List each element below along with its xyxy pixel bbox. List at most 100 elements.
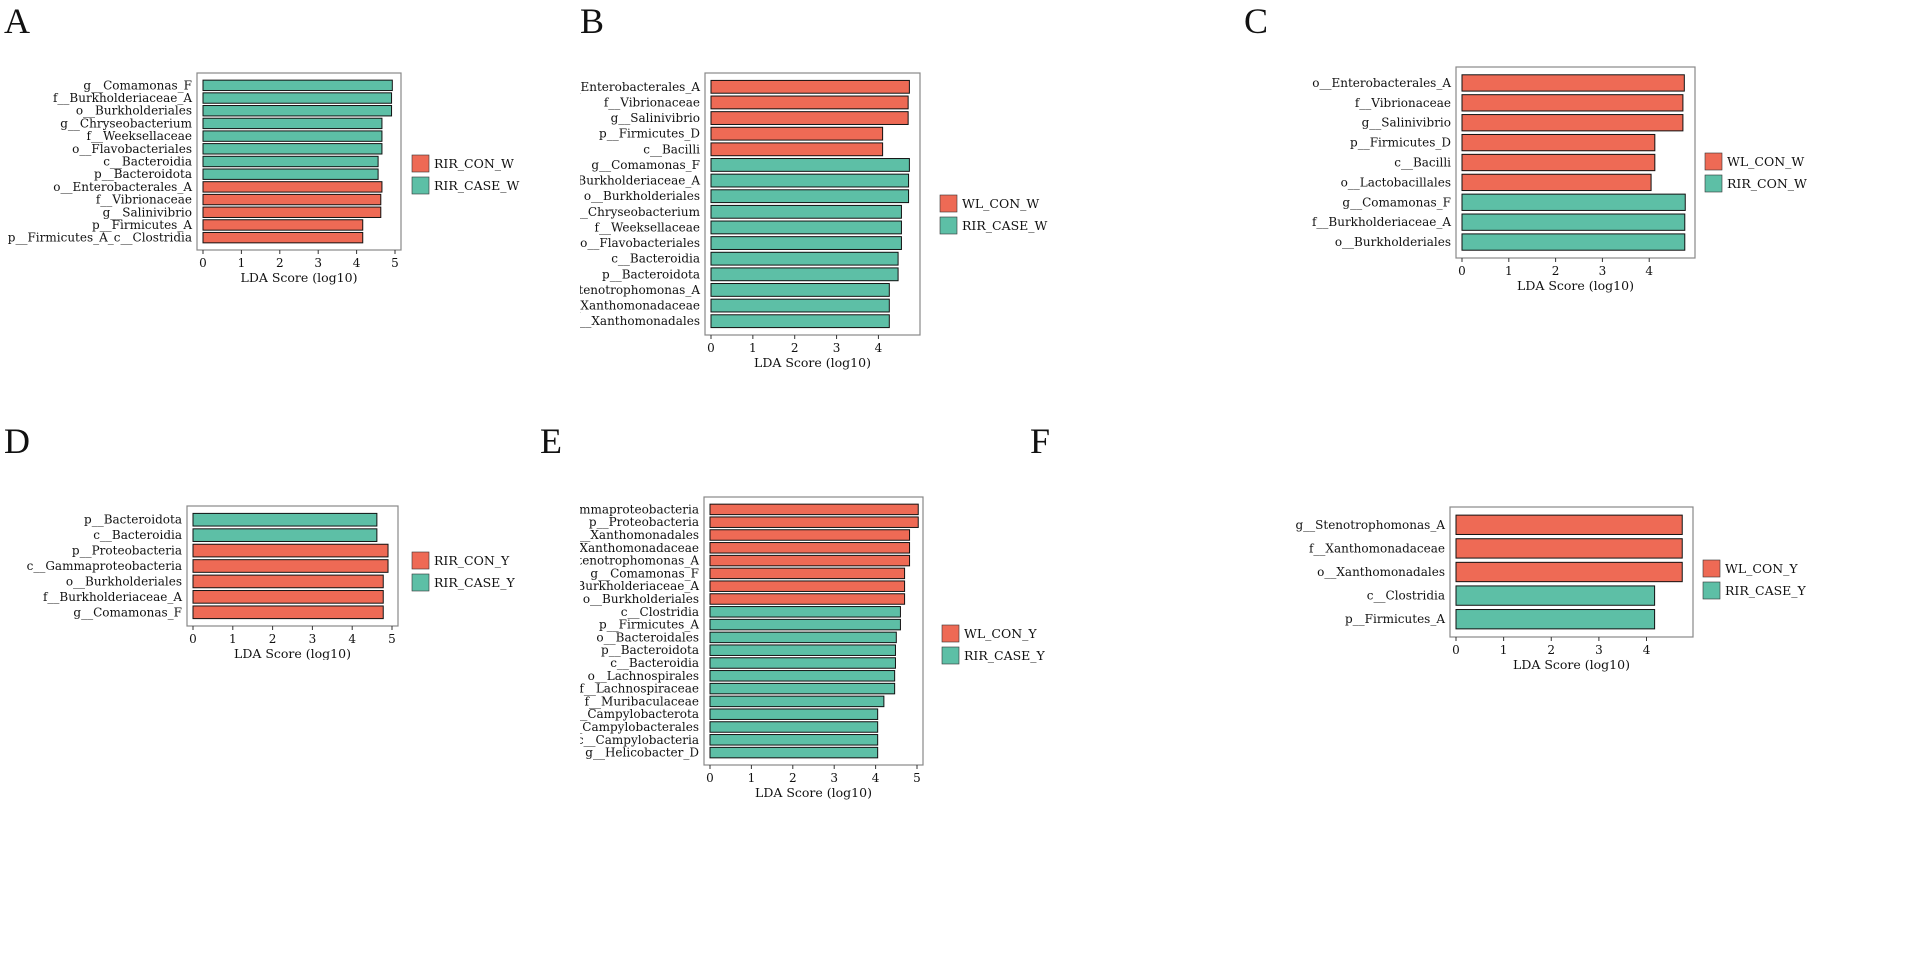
bar [202, 231, 364, 244]
bar [710, 79, 910, 94]
x-tick-label: 1 [238, 256, 246, 270]
bar-label: c__Clostridia [621, 605, 699, 619]
x-tick-label: 5 [391, 256, 399, 270]
bar-label: p__Bacteroidota [601, 643, 699, 657]
panel-e: E c__Gammaproteobacteriap__Proteobacteri… [540, 410, 1180, 810]
bar-label: f__Xanthomonadaceae [580, 299, 700, 313]
chart-f: g__Stenotrophomonas_A f__Xanthomonadaceae… [1295, 506, 1807, 672]
legend-swatch [1704, 152, 1723, 171]
bar-label: c__Gammaproteobacteria [580, 502, 699, 516]
bar-label: o__Flavobacteriales [72, 142, 192, 156]
bar-label: g__Comamonas_F [73, 605, 182, 619]
bar [1455, 514, 1683, 535]
bar [1461, 153, 1656, 172]
chart-e: c__Gammaproteobacteriap__Proteobacteriao… [544, 496, 1046, 800]
x-tick-label: 3 [1599, 264, 1607, 278]
bar-label: g__Comamonas_F [83, 78, 192, 92]
x-tick-label: 0 [199, 256, 207, 270]
bar [709, 567, 906, 580]
bar-label: o__Bacteroidales [596, 630, 699, 644]
panel-b: B o__Enterobacterales_Af__Vibrionaceae g_… [550, 0, 1260, 390]
x-tick-label: 4 [1643, 643, 1651, 657]
panel-d: D p__Bacteroidota c__Bacteroidia p__Proteo… [0, 410, 540, 661]
x-tick-label: 3 [1595, 643, 1603, 657]
bar-label: f__Burkholderiaceae_A [43, 590, 182, 604]
bar [1455, 585, 1656, 606]
bar [710, 251, 899, 266]
bar [710, 95, 909, 110]
bar-label: f__Burkholderiaceae_A [580, 579, 699, 593]
panel-letter: B [580, 1, 605, 41]
panel-letter: D [4, 421, 30, 461]
bar [709, 657, 896, 669]
bar-label: p__Bacteroidota [602, 267, 700, 281]
bar [1455, 561, 1683, 583]
x-axis-label: LDA Score (log10) [1517, 278, 1634, 293]
legend-swatch [1704, 174, 1723, 193]
x-tick-label: 1 [1500, 643, 1508, 657]
bar [709, 746, 879, 759]
legend-swatch [1702, 559, 1721, 578]
chart-b: o__Enterobacterales_Af__Vibrionaceae g__S… [550, 72, 1048, 370]
bar [710, 298, 890, 313]
bar [709, 606, 901, 618]
bar [709, 734, 879, 746]
bar-label: p__Firmicutes_D [599, 127, 700, 141]
bar-label: o__Enterobacterales_A [1312, 76, 1451, 90]
legend-swatch [411, 154, 430, 173]
bar-label: o__Flavobacteriales [580, 236, 700, 250]
bar-label: f__Xanthomonadaceae [580, 541, 699, 555]
bar-label: f__Burkholderiaceae_A [53, 91, 192, 105]
bar [192, 574, 384, 589]
panel-a: A g__Comamonas_F f__Burkholderiaceae_A o__… [0, 0, 520, 300]
bar-label: f__Vibrionaceae [604, 95, 700, 109]
legend-swatch [941, 624, 960, 643]
bar-label: g__Chryseobacterium [580, 205, 701, 219]
bar [1461, 74, 1685, 92]
bar-label: p__Bacteroidota [94, 167, 192, 181]
x-axis-label: LDA Score (log10) [754, 355, 871, 370]
bar [192, 512, 378, 527]
bar [710, 126, 884, 141]
bar-label: f__Burkholderiaceae_A [580, 174, 700, 188]
legend-label: RIR_CASE_Y [434, 575, 516, 590]
panel-c: C o__Enterobacterales_A f__Vibrionaceae g_… [1240, 0, 1905, 300]
legend-label: WL_CON_Y [1725, 561, 1798, 576]
x-tick-label: 4 [1645, 264, 1653, 278]
plot-frame [703, 496, 924, 766]
bar [1461, 133, 1656, 152]
x-tick-label: 0 [1452, 643, 1460, 657]
bar-label: o__Enterobacterales_A [53, 180, 192, 194]
x-tick-label: 3 [309, 632, 317, 646]
bar [1461, 173, 1652, 192]
bar [709, 554, 911, 567]
bar [709, 631, 897, 644]
bar-label: g__Comamonas_F [591, 158, 700, 172]
bar-label: c__Bacilli [643, 142, 700, 156]
bar-label: o__Burkholderiales [76, 104, 192, 118]
bar [709, 516, 919, 528]
bar-label: c__Bacilli [1394, 156, 1451, 170]
bar-label: o__Campylobacterales [580, 720, 699, 734]
bar [202, 206, 382, 218]
bar-label: f__Xanthomonadaceae [1309, 541, 1445, 555]
bar [709, 580, 906, 592]
bar [192, 543, 389, 558]
bar-label: g__Helicobacter_D [585, 746, 699, 760]
x-tick-label: 0 [189, 632, 197, 646]
legend-label: RIR_CON_W [1727, 176, 1807, 191]
plot-frame [1449, 506, 1694, 638]
bar [709, 644, 896, 656]
bar-label: f__Burkholderiaceae_A [1312, 215, 1451, 229]
bar [709, 708, 879, 720]
panel-letter: E [540, 421, 562, 461]
bar [709, 695, 885, 708]
legend-swatch [939, 216, 958, 235]
x-tick-label: 1 [1505, 264, 1513, 278]
legend-swatch [411, 551, 430, 570]
bar [709, 503, 919, 516]
bar-label: o__Lactobacillales [1341, 175, 1451, 189]
bar [202, 193, 382, 206]
x-tick-label: 2 [791, 341, 799, 355]
